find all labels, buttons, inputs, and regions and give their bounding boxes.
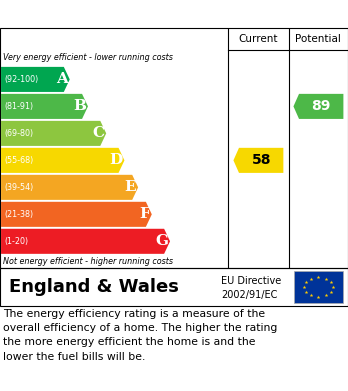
Text: B: B <box>73 99 86 113</box>
Text: The energy efficiency rating is a measure of the
overall efficiency of a home. T: The energy efficiency rating is a measur… <box>3 308 278 362</box>
Text: (81-91): (81-91) <box>4 102 33 111</box>
Text: 58: 58 <box>251 153 271 167</box>
Text: (39-54): (39-54) <box>4 183 33 192</box>
Text: F: F <box>139 207 150 221</box>
Text: 89: 89 <box>311 99 331 113</box>
Text: Not energy efficient - higher running costs: Not energy efficient - higher running co… <box>3 257 174 266</box>
Polygon shape <box>1 67 70 92</box>
Text: (55-68): (55-68) <box>4 156 33 165</box>
Text: D: D <box>110 153 123 167</box>
Polygon shape <box>1 94 88 119</box>
Text: Potential: Potential <box>295 34 341 44</box>
Text: Current: Current <box>239 34 278 44</box>
Polygon shape <box>1 121 106 146</box>
Text: A: A <box>56 72 68 86</box>
Polygon shape <box>1 175 138 200</box>
Text: E: E <box>125 180 136 194</box>
Text: (1-20): (1-20) <box>4 237 28 246</box>
Text: C: C <box>92 126 104 140</box>
Bar <box>294 271 343 303</box>
Polygon shape <box>293 94 343 119</box>
Text: (92-100): (92-100) <box>4 75 38 84</box>
Text: (21-38): (21-38) <box>4 210 33 219</box>
Text: G: G <box>155 234 168 248</box>
Text: EU Directive: EU Directive <box>221 276 281 286</box>
Polygon shape <box>1 148 125 173</box>
Text: England & Wales: England & Wales <box>9 278 179 296</box>
Polygon shape <box>1 202 152 227</box>
Text: (69-80): (69-80) <box>4 129 33 138</box>
Polygon shape <box>1 229 170 254</box>
Polygon shape <box>234 148 283 173</box>
Text: 2002/91/EC: 2002/91/EC <box>221 290 277 300</box>
Text: Very energy efficient - lower running costs: Very energy efficient - lower running co… <box>3 53 173 62</box>
Text: Energy Efficiency Rating: Energy Efficiency Rating <box>9 7 211 22</box>
